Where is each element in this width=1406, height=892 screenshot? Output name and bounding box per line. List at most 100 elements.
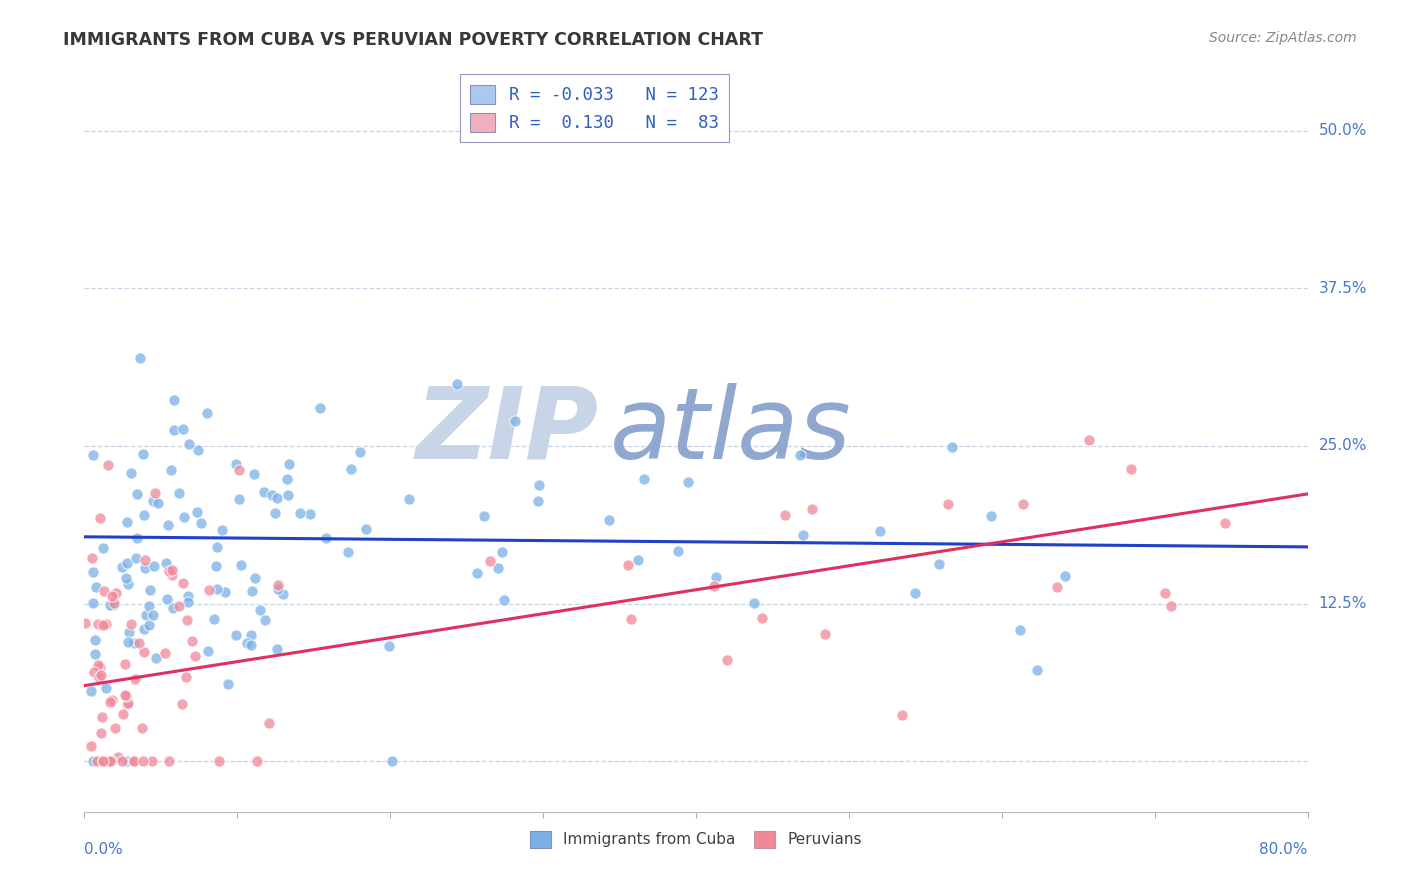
Point (197, 644, 219, 658)
Point (98, 598, 121, 612)
Point (792, 528, 814, 542)
Point (172, 576, 194, 591)
Point (465, 566, 488, 580)
Point (156, 591, 179, 606)
Point (132, 622, 155, 636)
Point (202, 612, 225, 626)
Point (128, 636, 150, 650)
Point (98, 754, 121, 768)
Point (336, 545, 359, 559)
Text: 25.0%: 25.0% (1319, 439, 1367, 453)
Point (243, 571, 266, 585)
Point (97, 754, 120, 768)
Text: 50.0%: 50.0% (1319, 123, 1367, 138)
Point (505, 414, 527, 428)
Point (486, 560, 509, 574)
Point (207, 540, 229, 554)
Point (162, 600, 184, 615)
Point (381, 754, 404, 768)
Point (225, 457, 247, 471)
Point (132, 447, 155, 461)
Point (176, 613, 198, 627)
Point (186, 505, 208, 519)
Point (105, 586, 128, 600)
Point (163, 423, 186, 437)
Point (125, 550, 148, 565)
Point (167, 599, 190, 614)
Point (869, 524, 891, 538)
Point (129, 351, 152, 366)
Point (132, 508, 155, 523)
Point (240, 583, 263, 598)
Point (187, 442, 209, 457)
Text: atlas: atlas (610, 383, 852, 480)
Point (1011, 498, 1033, 512)
Point (491, 545, 513, 559)
Point (398, 492, 420, 507)
Point (928, 557, 950, 571)
Point (616, 558, 638, 573)
Point (446, 376, 468, 391)
Point (167, 486, 190, 500)
Point (124, 635, 146, 649)
Point (100, 754, 122, 768)
Point (82, 754, 104, 768)
Point (257, 716, 280, 731)
Point (177, 595, 200, 609)
Point (378, 639, 401, 653)
Point (936, 497, 959, 511)
Point (214, 585, 236, 599)
Point (678, 475, 700, 490)
Point (814, 627, 837, 641)
Point (181, 633, 204, 648)
Point (118, 625, 141, 640)
Point (114, 688, 136, 702)
Point (229, 558, 252, 572)
Point (73, 615, 96, 630)
Point (1078, 433, 1101, 447)
Text: 12.5%: 12.5% (1319, 596, 1367, 611)
Point (111, 754, 134, 768)
Point (239, 628, 262, 642)
Point (115, 697, 138, 711)
Point (904, 586, 927, 600)
Point (114, 657, 136, 671)
Point (115, 754, 138, 768)
Point (339, 462, 361, 476)
Point (789, 448, 811, 462)
Point (115, 515, 138, 529)
Point (190, 516, 212, 531)
Point (183, 649, 205, 664)
Point (111, 707, 134, 722)
Point (104, 721, 127, 735)
Point (633, 472, 655, 486)
Point (242, 467, 264, 481)
Point (1119, 462, 1142, 476)
Point (211, 523, 233, 537)
Point (160, 563, 183, 577)
Point (125, 487, 148, 501)
Point (240, 638, 263, 652)
Point (716, 653, 738, 667)
Point (135, 607, 157, 622)
Point (263, 506, 285, 520)
Point (134, 644, 156, 658)
Point (94, 616, 117, 631)
Point (146, 496, 169, 510)
Point (800, 501, 823, 516)
Point (626, 553, 648, 567)
Point (1213, 516, 1236, 530)
Text: 37.5%: 37.5% (1319, 281, 1367, 296)
Point (156, 517, 179, 532)
Point (114, 689, 136, 703)
Point (277, 457, 299, 471)
Point (107, 750, 129, 764)
Point (980, 508, 1002, 523)
Point (217, 677, 239, 691)
Point (1154, 586, 1177, 600)
Point (90, 668, 112, 682)
Point (598, 513, 620, 527)
Point (160, 568, 183, 582)
Point (122, 754, 145, 768)
Point (891, 708, 914, 723)
